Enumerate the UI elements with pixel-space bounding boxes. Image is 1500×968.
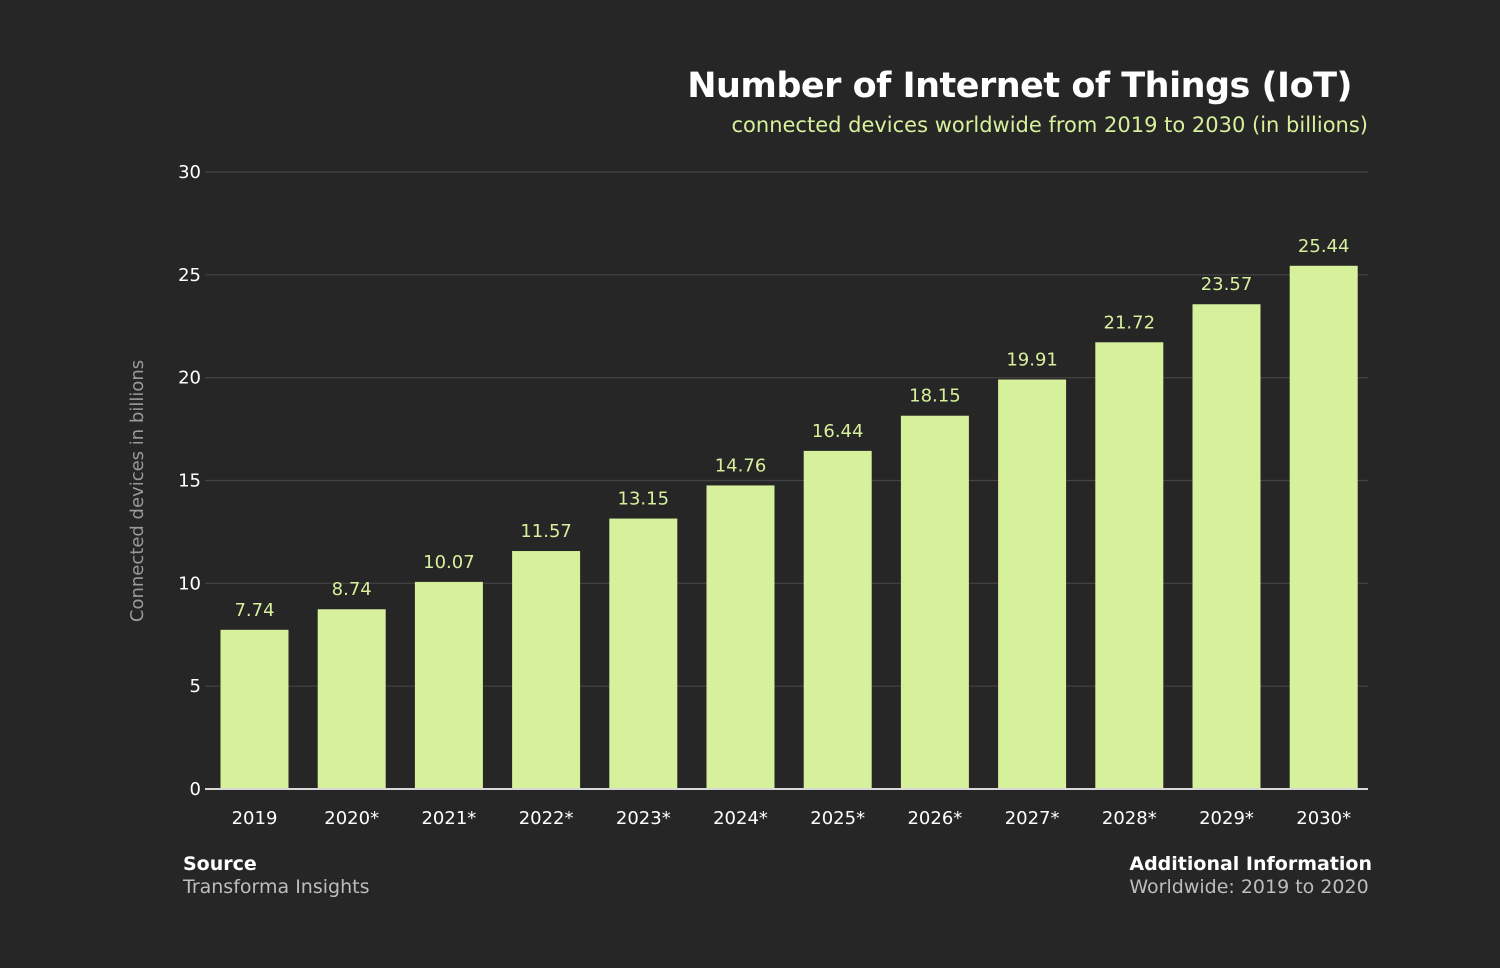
- chart-subtitle: connected devices worldwide from 2019 to…: [731, 113, 1368, 137]
- x-tick-label: 2021*: [421, 808, 476, 829]
- bars: [220, 265, 1358, 789]
- data-label: 19.91: [1006, 350, 1058, 371]
- data-label: 18.15: [909, 386, 961, 407]
- bar: [803, 450, 872, 789]
- source-text: Transforma Insights: [183, 876, 370, 898]
- x-tick-label: 2025*: [810, 808, 865, 829]
- source-block: Source Transforma Insights: [183, 853, 369, 899]
- data-label: 13.15: [618, 489, 670, 510]
- data-label: 25.44: [1298, 236, 1350, 257]
- y-tick-label: 30: [178, 162, 201, 183]
- y-tick-label: 0: [190, 779, 201, 800]
- y-tick-label: 15: [178, 471, 201, 492]
- x-tick-label: 2028*: [1102, 808, 1157, 829]
- additional-info-text: Worldwide: 2019 to 2020: [1129, 876, 1369, 898]
- chart-title: Number of Internet of Things (IoT): [687, 66, 1352, 106]
- x-tick-label: 2019: [232, 808, 278, 829]
- data-labels: 7.74 8.74 10.07 11.57 13.15 14.76 16.44 18.15 19…: [234, 236, 1349, 621]
- bar: [414, 581, 483, 789]
- grid-lines: [205, 171, 1368, 687]
- bar: [900, 415, 969, 789]
- y-axis-ticks: 0 5 10 15 20 25 30: [178, 162, 201, 800]
- y-tick-label: 20: [178, 368, 201, 389]
- y-tick-label: 5: [190, 676, 201, 697]
- data-label: 14.76: [715, 455, 767, 476]
- additional-info-heading: Additional Information: [1129, 853, 1372, 875]
- bar: [220, 629, 289, 789]
- data-label: 11.57: [520, 521, 572, 542]
- data-label: 21.72: [1104, 312, 1156, 333]
- bar: [1095, 342, 1164, 789]
- bar: [512, 551, 581, 789]
- x-tick-label: 2027*: [1005, 808, 1060, 829]
- x-tick-label: 2022*: [519, 808, 574, 829]
- y-tick-label: 10: [178, 573, 201, 594]
- x-tick-label: 2024*: [713, 808, 768, 829]
- data-label: 23.57: [1201, 274, 1253, 295]
- x-tick-label: 2023*: [616, 808, 671, 829]
- data-label: 10.07: [423, 552, 475, 573]
- x-tick-label: 2020*: [324, 808, 379, 829]
- bar: [609, 518, 678, 789]
- bar: [317, 609, 386, 789]
- data-label: 7.74: [234, 600, 274, 621]
- bar: [706, 485, 775, 789]
- data-label: 16.44: [812, 421, 864, 442]
- y-tick-label: 25: [178, 265, 201, 286]
- x-tick-label: 2030*: [1296, 808, 1351, 829]
- bar: [998, 379, 1067, 789]
- source-heading: Source: [183, 853, 257, 875]
- y-axis-title: Connected devices in billions: [127, 360, 148, 622]
- x-tick-label: 2029*: [1199, 808, 1254, 829]
- x-tick-label: 2026*: [907, 808, 962, 829]
- bar: [1289, 265, 1358, 789]
- additional-info-block: Additional Information Worldwide: 2019 t…: [1129, 853, 1372, 899]
- data-label: 8.74: [332, 579, 372, 600]
- x-axis-ticks: 2019 2020* 2021* 2022* 2023* 2024* 2025* 2026* 2…: [232, 808, 1352, 829]
- bar: [1192, 304, 1261, 789]
